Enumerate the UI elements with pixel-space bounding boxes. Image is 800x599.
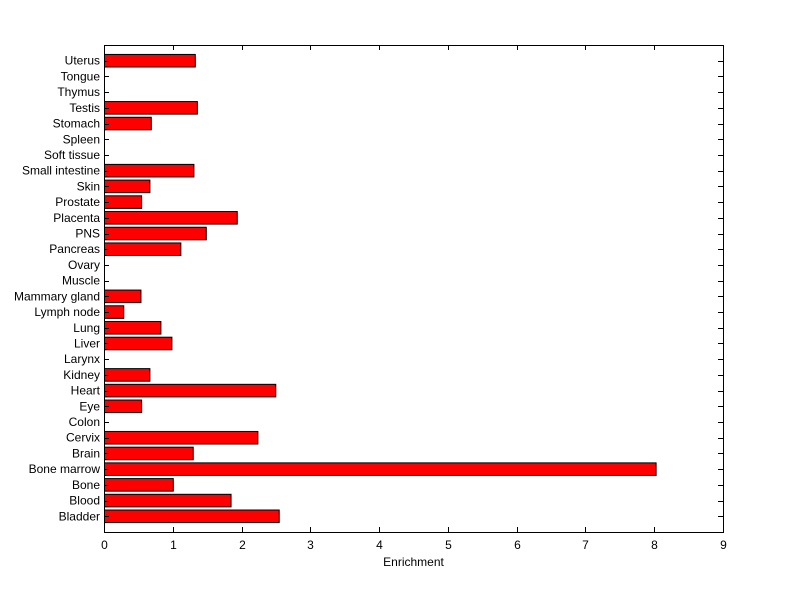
y-tick-label-uterus: Uterus: [65, 54, 100, 68]
y-tick-label-bladder: Bladder: [59, 509, 100, 523]
bar-lung: [104, 320, 162, 335]
y-tick-label-stomach: Stomach: [53, 117, 100, 131]
bar-bladder: [104, 509, 280, 524]
x-axis-label: Enrichment: [383, 555, 444, 569]
y-tick-label-ovary: Ovary: [68, 258, 100, 272]
bar-brain: [104, 446, 194, 461]
bar-testis: [104, 101, 198, 115]
x-tick-label-8: 8: [651, 538, 658, 552]
x-tick-label-3: 3: [307, 538, 314, 552]
bar-placenta: [104, 211, 238, 225]
bar-pns: [104, 226, 207, 241]
y-tick-label-lymph-node: Lymph node: [34, 305, 100, 319]
y-tick-label-testis: Testis: [69, 101, 100, 115]
bar-eye: [104, 399, 143, 414]
y-tick-label-cervix: Cervix: [66, 431, 100, 445]
x-tick-label-4: 4: [376, 538, 383, 552]
bar-stomach: [104, 116, 152, 131]
y-tick-label-thymus: Thymus: [57, 85, 100, 99]
y-tick-label-tongue: Tongue: [61, 69, 101, 83]
bar-uterus: [104, 53, 196, 68]
x-tick-label-1: 1: [170, 538, 177, 552]
y-tick-label-eye: Eye: [79, 399, 100, 413]
bar-skin: [104, 179, 151, 194]
bar-bone: [104, 478, 174, 492]
bar-heart: [104, 383, 277, 398]
y-tick-label-muscle: Muscle: [62, 274, 100, 288]
y-tick-label-kidney: Kidney: [63, 368, 100, 382]
y-tick-label-prostate: Prostate: [55, 195, 100, 209]
y-tick-label-placenta: Placenta: [53, 211, 100, 225]
y-tick-label-larynx: Larynx: [64, 352, 100, 366]
bar-blood: [104, 493, 232, 508]
y-tick-label-brain: Brain: [72, 446, 100, 460]
x-tick-label-6: 6: [514, 538, 521, 552]
plot-area-frame: [104, 45, 724, 533]
y-tick-label-skin: Skin: [77, 179, 100, 193]
bar-liver: [104, 336, 173, 351]
y-tick-label-small-intestine: Small intestine: [22, 164, 100, 178]
y-tick-label-bone: Bone: [72, 478, 100, 492]
x-tick-label-2: 2: [239, 538, 246, 552]
y-tick-label-colon: Colon: [69, 415, 100, 429]
y-tick-label-soft-tissue: Soft tissue: [44, 148, 100, 162]
bar-kidney: [104, 368, 151, 382]
y-tick-label-mammary-gland: Mammary gland: [14, 289, 100, 303]
bar-prostate: [104, 195, 143, 209]
ticks-group: [104, 45, 724, 532]
bar-cervix: [104, 430, 259, 445]
y-tick-label-pns: PNS: [75, 227, 100, 241]
y-tick-label-liver: Liver: [74, 336, 100, 350]
x-tick-label-0: 0: [101, 538, 108, 552]
bar-bone-marrow: [104, 462, 657, 476]
y-tick-label-bone-marrow: Bone marrow: [29, 462, 101, 476]
x-tick-label-5: 5: [445, 538, 452, 552]
y-tick-label-spleen: Spleen: [63, 132, 100, 146]
x-tick-label-7: 7: [582, 538, 589, 552]
y-tick-label-pancreas: Pancreas: [49, 242, 100, 256]
x-tick-label-9: 9: [720, 538, 727, 552]
x-tick-labels: 0 1 2 3 4 5 6 7 8 9: [101, 538, 727, 552]
y-tick-label-blood: Blood: [69, 494, 100, 508]
bar-pancreas: [104, 242, 182, 257]
bar-small-intestine: [104, 163, 195, 178]
y-tick-label-heart: Heart: [71, 384, 101, 398]
y-tick-label-lung: Lung: [73, 321, 100, 335]
bar-mammary-gland: [104, 289, 142, 304]
